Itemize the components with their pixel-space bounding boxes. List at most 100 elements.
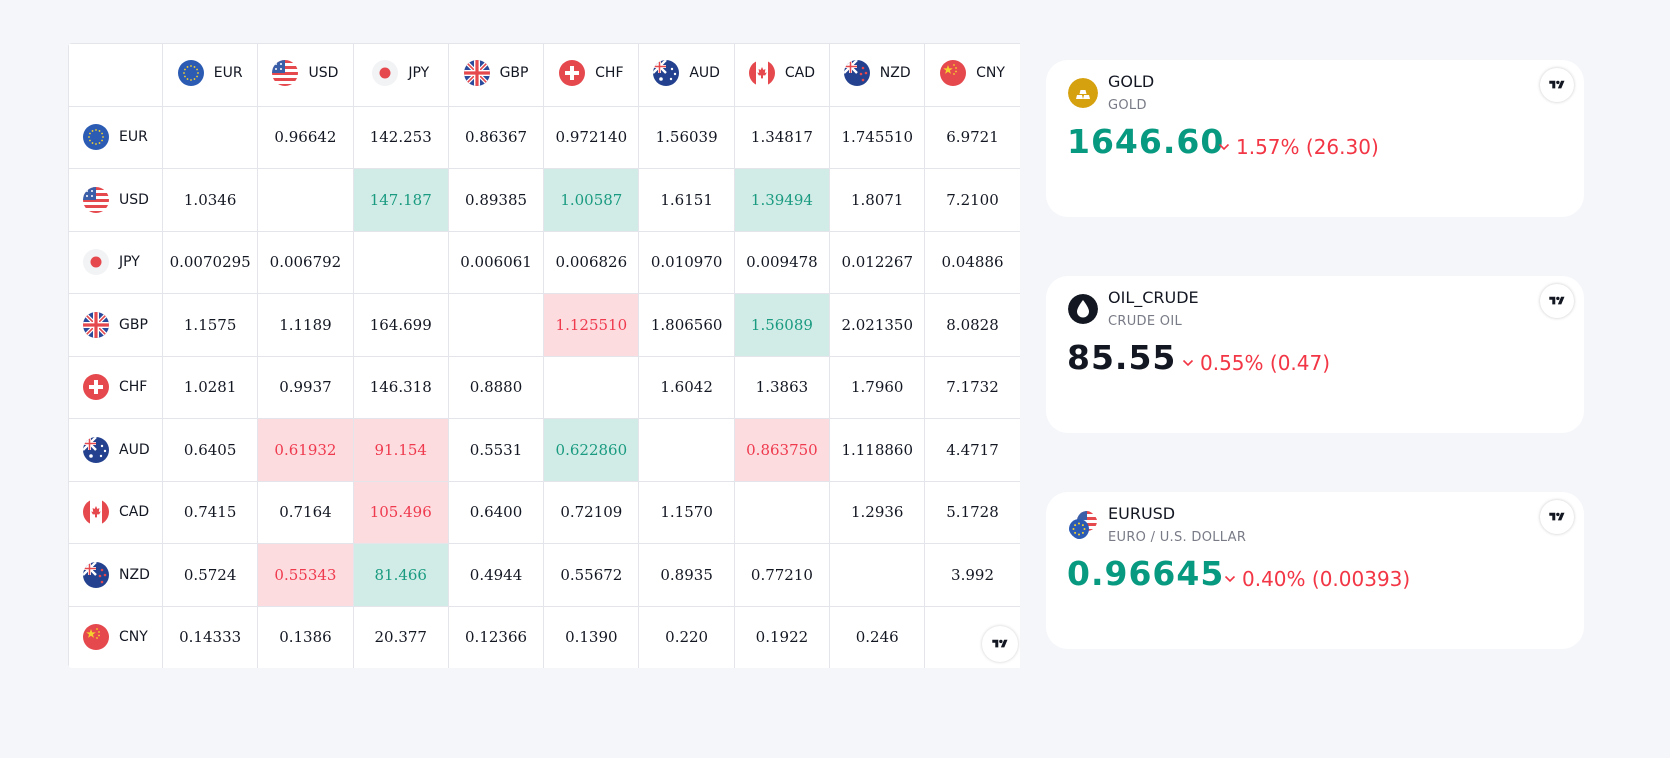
rate-cell[interactable]: 4.4717 [924, 418, 1020, 482]
card-change-value: 0.40% (0.00393) [1242, 567, 1411, 591]
row-header-cad[interactable]: CAD [68, 480, 163, 544]
rate-cell[interactable]: 0.1922 [733, 605, 831, 668]
tradingview-logo-icon[interactable] [1540, 284, 1574, 318]
rate-cell[interactable]: 0.1390 [543, 605, 640, 668]
rate-cell[interactable]: 164.699 [352, 293, 449, 357]
rate-cell[interactable]: 5.1728 [924, 480, 1020, 544]
column-header-aud[interactable]: AUD [638, 43, 735, 107]
rate-cell[interactable]: 1.118860 [829, 418, 926, 482]
row-header-gbp[interactable]: GBP [68, 293, 163, 357]
rate-cell[interactable]: 0.6405 [161, 418, 259, 482]
row-header-nzd[interactable]: NZD [68, 543, 163, 607]
rate-cell[interactable]: 0.04886 [924, 230, 1020, 294]
rate-cell[interactable]: 1.39494 [733, 168, 831, 232]
row-header-cny[interactable]: CNY [68, 605, 163, 668]
oil-drop-icon [1068, 294, 1098, 324]
rate-cell[interactable]: 0.006826 [543, 230, 640, 294]
rate-cell[interactable]: 1.7960 [829, 355, 926, 419]
rate-cell[interactable]: 0.6400 [447, 480, 545, 544]
rate-cell[interactable]: 7.2100 [924, 168, 1020, 232]
column-header-chf[interactable]: CHF [543, 43, 640, 107]
rate-cell[interactable]: 0.12366 [447, 605, 545, 668]
column-header-nzd[interactable]: NZD [829, 43, 926, 107]
column-header-gbp[interactable]: GBP [447, 43, 545, 107]
rate-cell[interactable]: 1.6042 [638, 355, 735, 419]
rate-cell[interactable]: 0.89385 [447, 168, 545, 232]
tradingview-logo-icon[interactable] [1540, 500, 1574, 534]
rate-cell[interactable]: 147.187 [352, 168, 449, 232]
rate-cell[interactable]: 1.806560 [638, 293, 735, 357]
rate-cell[interactable]: 3.992 [924, 543, 1020, 607]
rate-cell[interactable]: 1.125510 [543, 293, 640, 357]
rate-cell[interactable]: 105.496 [352, 480, 449, 544]
rate-cell[interactable]: 0.863750 [733, 418, 831, 482]
rate-cell[interactable]: 8.0828 [924, 293, 1020, 357]
rate-cell[interactable]: 0.96642 [257, 105, 354, 169]
rate-cell[interactable]: 0.77210 [733, 543, 831, 607]
column-header-cny[interactable]: CNY [924, 43, 1020, 107]
rate-cell[interactable]: 0.012267 [829, 230, 926, 294]
rate-cell[interactable]: 146.318 [352, 355, 449, 419]
rate-cell[interactable]: 1.2936 [829, 480, 926, 544]
rate-cell[interactable]: 0.5531 [447, 418, 545, 482]
column-header-usd[interactable]: USD [257, 43, 354, 107]
rate-cell[interactable]: 0.7164 [257, 480, 354, 544]
tradingview-logo-icon[interactable] [1540, 68, 1574, 102]
rate-cell[interactable]: 0.246 [829, 605, 926, 668]
rate-cell[interactable]: 2.021350 [829, 293, 926, 357]
gbp-flag-icon [463, 59, 490, 86]
rate-cell[interactable]: 142.253 [352, 105, 449, 169]
rate-cell[interactable]: 0.009478 [733, 230, 831, 294]
rate-cell[interactable]: 0.972140 [543, 105, 640, 169]
ticker-card-eurusd[interactable]: EURUSD EURO / U.S. DOLLAR 0.96645 0.40% … [1046, 492, 1584, 649]
rate-cell[interactable]: 0.1386 [257, 605, 354, 668]
rate-cell[interactable]: 0.55672 [543, 543, 640, 607]
ticker-card-gold[interactable]: GOLD GOLD 1646.60 1.57% (26.30) [1046, 60, 1584, 217]
rate-cell[interactable]: 81.466 [352, 543, 449, 607]
rate-cell[interactable]: 0.55343 [257, 543, 354, 607]
rate-cell[interactable]: 0.14333 [161, 605, 259, 668]
rate-cell[interactable]: 1.3863 [733, 355, 831, 419]
rate-cell[interactable]: 1.1189 [257, 293, 354, 357]
rate-cell[interactable]: 0.7415 [161, 480, 259, 544]
rate-cell[interactable]: 6.9721 [924, 105, 1020, 169]
rate-cell[interactable]: 1.1575 [161, 293, 259, 357]
rate-cell[interactable]: 0.61932 [257, 418, 354, 482]
tradingview-logo-icon[interactable] [982, 626, 1018, 662]
rate-cell[interactable]: 7.1732 [924, 355, 1020, 419]
rate-cell[interactable]: 0.0070295 [161, 230, 259, 294]
rate-cell[interactable]: 0.72109 [543, 480, 640, 544]
rate-cell[interactable]: 1.56039 [638, 105, 735, 169]
row-header-jpy[interactable]: JPY [68, 230, 163, 294]
rate-cell[interactable]: 0.86367 [447, 105, 545, 169]
rate-cell[interactable]: 1.745510 [829, 105, 926, 169]
rate-cell[interactable]: 1.0281 [161, 355, 259, 419]
rate-cell[interactable]: 1.00587 [543, 168, 640, 232]
rate-cell[interactable]: 0.9937 [257, 355, 354, 419]
rate-cell[interactable]: 0.8935 [638, 543, 735, 607]
row-header-eur[interactable]: EUR [68, 105, 163, 169]
column-header-jpy[interactable]: JPY [352, 43, 449, 107]
rate-cell[interactable]: 91.154 [352, 418, 449, 482]
ticker-card-oil-crude[interactable]: OIL_CRUDE CRUDE OIL 85.55 0.55% (0.47) [1046, 276, 1584, 433]
rate-cell[interactable]: 0.006061 [447, 230, 545, 294]
row-header-chf[interactable]: CHF [68, 355, 163, 419]
row-header-usd[interactable]: USD [68, 168, 163, 232]
column-header-cad[interactable]: CAD [733, 43, 831, 107]
rate-cell[interactable]: 1.56089 [733, 293, 831, 357]
rate-cell[interactable]: 1.1570 [638, 480, 735, 544]
rate-cell[interactable]: 1.6151 [638, 168, 735, 232]
rate-cell[interactable]: 1.8071 [829, 168, 926, 232]
rate-cell[interactable]: 20.377 [352, 605, 449, 668]
rate-cell[interactable]: 1.0346 [161, 168, 259, 232]
rate-cell[interactable]: 0.5724 [161, 543, 259, 607]
rate-cell[interactable]: 0.220 [638, 605, 735, 668]
row-header-aud[interactable]: AUD [68, 418, 163, 482]
rate-cell[interactable]: 0.8880 [447, 355, 545, 419]
rate-cell[interactable]: 0.006792 [257, 230, 354, 294]
rate-cell[interactable]: 0.4944 [447, 543, 545, 607]
column-header-eur[interactable]: EUR [161, 43, 259, 107]
rate-cell[interactable]: 0.010970 [638, 230, 735, 294]
rate-cell[interactable]: 0.622860 [543, 418, 640, 482]
rate-cell[interactable]: 1.34817 [733, 105, 831, 169]
